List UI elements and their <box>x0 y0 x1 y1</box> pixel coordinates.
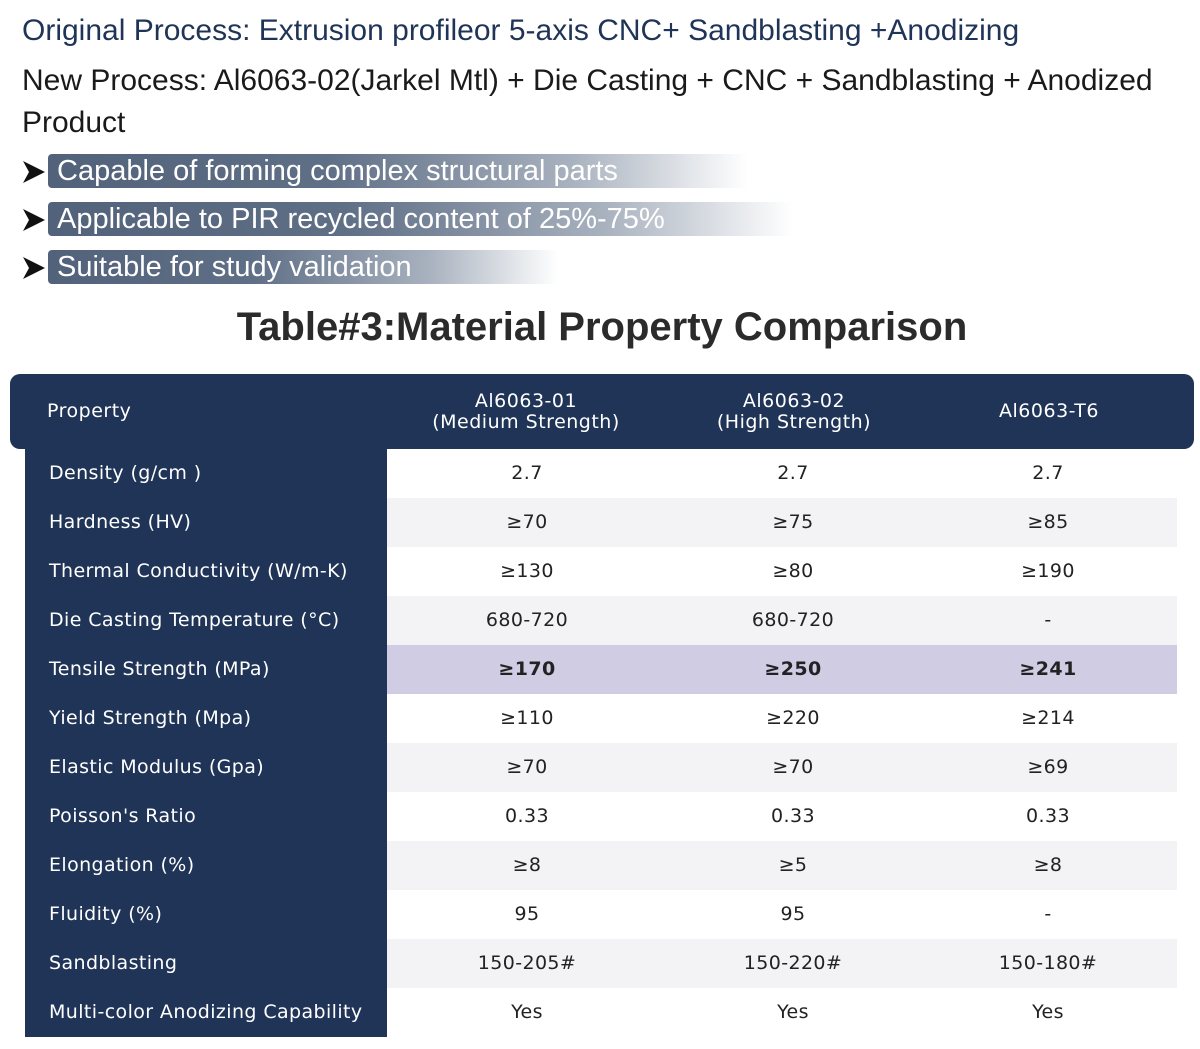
value-al6063-02: 0.33 <box>771 805 815 827</box>
header-al6063-01: Al6063-01 (Medium Strength) <box>432 389 620 433</box>
property-label: Thermal Conductivity (W/m-K) <box>49 560 348 582</box>
property-label: Sandblasting <box>49 952 178 974</box>
arrow-right-icon <box>23 161 45 183</box>
bullet-text: Suitable for study validation <box>57 251 412 283</box>
table-row: Hardness (HV) ≥70 ≥75 ≥85 <box>25 498 1177 547</box>
table-row: Multi-color Anodizing Capability Yes Yes… <box>25 988 1177 1037</box>
bullet-highlight-bar <box>48 202 793 236</box>
value-al6063-02: ≥75 <box>772 511 814 533</box>
value-al6063-01: ≥170 <box>498 658 556 680</box>
value-al6063-01: 0.33 <box>505 805 549 827</box>
value-al6063-01: ≥8 <box>512 854 542 876</box>
property-label: Elastic Modulus (Gpa) <box>49 756 265 778</box>
value-al6063-02: 2.7 <box>777 462 809 484</box>
property-label: Elongation (%) <box>49 854 195 876</box>
bullet-highlight-bar <box>48 154 748 188</box>
value-al6063-t6: ≥69 <box>1027 756 1069 778</box>
value-al6063-01: 680-720 <box>485 609 569 631</box>
value-al6063-t6: 150-180# <box>998 952 1098 974</box>
table-row: Elastic Modulus (Gpa) ≥70 ≥70 ≥69 <box>25 743 1177 792</box>
property-label: Poisson's Ratio <box>49 805 197 827</box>
value-al6063-01: ≥70 <box>506 511 548 533</box>
table-header: Property Al6063-01 (Medium Strength) Al6… <box>10 374 1194 449</box>
value-al6063-02: ≥70 <box>772 756 814 778</box>
property-table-body: Density (g/cm ) 2.7 2.7 2.7 Hardness (HV… <box>25 449 1177 1037</box>
header-al6063-02: Al6063-02 (High Strength) <box>716 389 872 433</box>
table-title: Table#3:Material Property Comparison <box>236 305 968 349</box>
value-al6063-02: 95 <box>780 903 806 925</box>
table-row: Sandblasting 150-205# 150-220# 150-180# <box>25 939 1177 988</box>
value-al6063-02: ≥80 <box>772 560 814 582</box>
value-al6063-01: ≥130 <box>500 560 554 582</box>
property-label: Hardness (HV) <box>49 511 192 533</box>
value-al6063-t6: Yes <box>1032 1001 1064 1023</box>
header-al6063-t6: Al6063-T6 <box>999 400 1099 422</box>
property-label: Yield Strength (Mpa) <box>49 707 252 729</box>
value-al6063-t6: ≥85 <box>1027 511 1069 533</box>
value-al6063-02: ≥220 <box>766 707 820 729</box>
value-al6063-t6: 2.7 <box>1032 462 1064 484</box>
bullet-highlight-bar <box>48 250 558 284</box>
arrow-right-icon <box>23 257 45 279</box>
property-label: Multi-color Anodizing Capability <box>49 1001 363 1023</box>
property-label: Density (g/cm ) <box>49 462 202 484</box>
value-al6063-t6: ≥190 <box>1021 560 1075 582</box>
value-al6063-01: 2.7 <box>511 462 543 484</box>
header-property: Property <box>47 400 132 422</box>
value-al6063-01: ≥110 <box>500 707 554 729</box>
table-row: Thermal Conductivity (W/m-K) ≥130 ≥80 ≥1… <box>25 547 1177 596</box>
table-row-highlighted: Tensile Strength (MPa) ≥170 ≥250 ≥241 <box>25 645 1177 694</box>
table-row: Elongation (%) ≥8 ≥5 ≥8 <box>25 841 1177 890</box>
property-label: Fluidity (%) <box>49 903 163 925</box>
value-al6063-02: 150-220# <box>743 952 843 974</box>
table-row: Die Casting Temperature (°C) 680-720 680… <box>25 596 1177 645</box>
property-label: Die Casting Temperature (°C) <box>49 609 340 631</box>
value-al6063-02: 680-720 <box>751 609 835 631</box>
value-al6063-t6: 0.33 <box>1026 805 1070 827</box>
value-al6063-t6: ≥241 <box>1019 658 1077 680</box>
bullet-text: Applicable to PIR recycled content of 25… <box>57 203 665 235</box>
value-al6063-02: ≥250 <box>764 658 822 680</box>
value-al6063-01: 150-205# <box>477 952 577 974</box>
table-row: Yield Strength (Mpa) ≥110 ≥220 ≥214 <box>25 694 1177 743</box>
property-label: Tensile Strength (MPa) <box>49 658 270 680</box>
bullet-text: Capable of forming complex structural pa… <box>57 155 618 187</box>
value-al6063-t6: - <box>1044 609 1052 631</box>
value-al6063-t6: ≥8 <box>1033 854 1063 876</box>
value-al6063-t6: - <box>1044 903 1052 925</box>
table-row: Poisson's Ratio 0.33 0.33 0.33 <box>25 792 1177 841</box>
value-al6063-02: ≥5 <box>778 854 808 876</box>
arrow-right-icon <box>23 209 45 231</box>
new-process-line: New Process: Al6063-02(Jarkel Mtl) + Die… <box>22 64 1153 139</box>
original-process-line: Original Process: Extrusion profileor 5-… <box>22 14 1020 47</box>
value-al6063-01: 95 <box>514 903 540 925</box>
value-al6063-01: Yes <box>511 1001 543 1023</box>
value-al6063-01: ≥70 <box>506 756 548 778</box>
value-al6063-02: Yes <box>777 1001 809 1023</box>
property-column-background <box>25 449 387 1037</box>
table-row: Fluidity (%) 95 95 - <box>25 890 1177 939</box>
value-al6063-t6: ≥214 <box>1021 707 1075 729</box>
table-row: Density (g/cm ) 2.7 2.7 2.7 <box>25 449 1177 498</box>
